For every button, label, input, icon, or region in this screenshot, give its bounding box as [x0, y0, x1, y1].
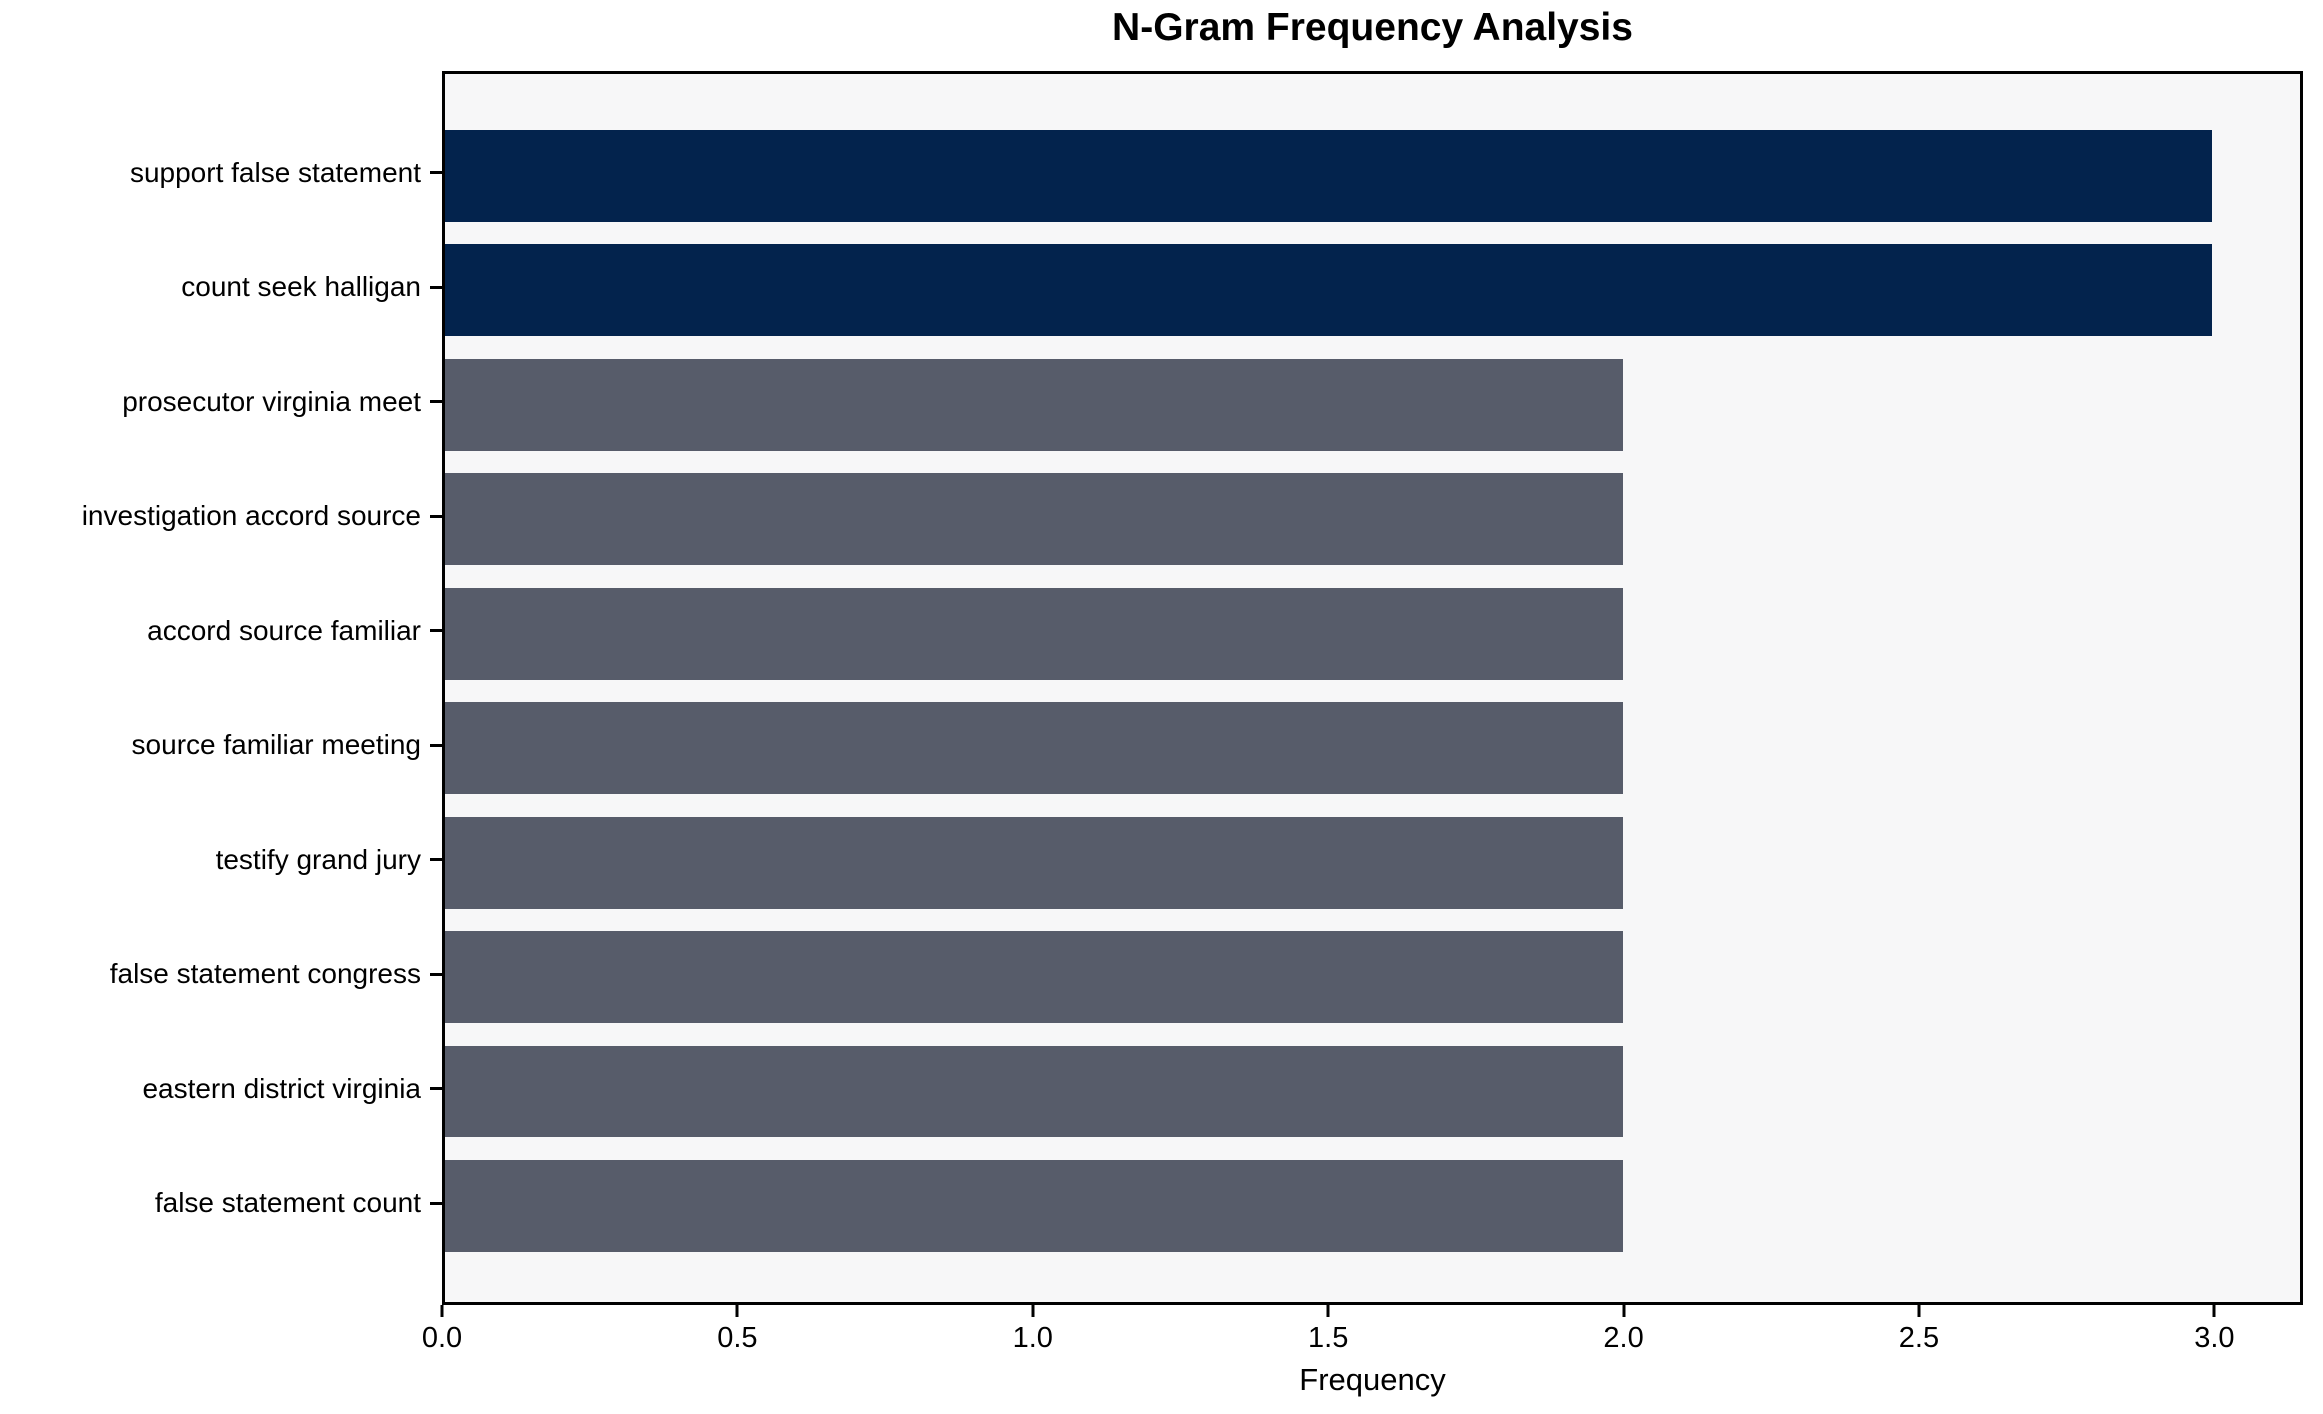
- y-tick-mark: [430, 285, 442, 289]
- bar-row: [445, 473, 2300, 566]
- y-tick-mark: [430, 858, 442, 862]
- x-tick-label: 1.5: [1308, 1322, 1349, 1354]
- y-label-row: testify grand jury: [0, 814, 442, 906]
- x-tick-mark: [2212, 1305, 2216, 1317]
- bar-row: [445, 358, 2300, 451]
- x-tick-label: 1.0: [1012, 1322, 1053, 1354]
- bar: [445, 931, 1623, 1023]
- bar: [445, 702, 1623, 795]
- bar-row: [445, 816, 2300, 909]
- y-axis-label: accord source familiar: [147, 614, 421, 646]
- x-tick-mark: [1031, 1305, 1035, 1317]
- y-label-row: support false statement: [0, 127, 442, 219]
- y-axis-label: eastern district virginia: [142, 1072, 421, 1104]
- y-tick-mark: [430, 171, 442, 175]
- bar: [445, 130, 2212, 222]
- y-tick-mark: [430, 400, 442, 404]
- y-axis-label: count seek halligan: [181, 271, 421, 303]
- y-axis-label: prosecutor virginia meet: [122, 385, 421, 417]
- chart-title: N-Gram Frequency Analysis: [1112, 6, 1633, 49]
- bar: [445, 587, 1623, 680]
- x-tick-mark: [1917, 1305, 1921, 1317]
- y-tick-mark: [430, 743, 442, 747]
- x-tick-label: 3.0: [2194, 1322, 2235, 1354]
- bar-row: [445, 1160, 2300, 1252]
- y-tick-mark: [430, 972, 442, 976]
- plot-area: [442, 71, 2303, 1305]
- y-label-row: false statement congress: [0, 928, 442, 1020]
- x-tick-mark: [1326, 1305, 1330, 1317]
- bar-row: [445, 244, 2300, 337]
- y-axis-label: support false statement: [129, 156, 421, 188]
- y-tick-mark: [430, 1201, 442, 1205]
- bar: [445, 1045, 1623, 1138]
- bar: [445, 358, 1623, 451]
- y-axis-label: false statement count: [154, 1187, 421, 1219]
- x-tick-label: 2.5: [1898, 1322, 1940, 1354]
- x-tick-mark: [1622, 1305, 1626, 1317]
- y-label-row: accord source familiar: [0, 585, 442, 677]
- y-label-row: source familiar meeting: [0, 699, 442, 791]
- y-tick-mark: [430, 1087, 442, 1091]
- y-tick-mark: [430, 629, 442, 633]
- bar: [445, 244, 2212, 337]
- bar-row: [445, 587, 2300, 680]
- bar-row: [445, 130, 2300, 222]
- y-axis-labels: support false statement count seek hallig…: [0, 71, 442, 1414]
- y-tick-mark: [430, 514, 442, 518]
- bar: [445, 473, 1623, 566]
- bar-row: [445, 931, 2300, 1023]
- x-axis-title: Frequency: [1299, 1362, 1446, 1397]
- y-label-row: eastern district virginia: [0, 1043, 442, 1135]
- bar: [445, 1160, 1623, 1252]
- bar: [445, 816, 1623, 909]
- y-axis-label: testify grand jury: [215, 843, 421, 875]
- x-tick-label: 2.0: [1603, 1322, 1644, 1354]
- y-axis-label: source familiar meeting: [131, 729, 421, 761]
- x-tick-mark: [735, 1305, 739, 1317]
- bar-row: [445, 702, 2300, 795]
- x-tick-label: 0.5: [717, 1322, 758, 1354]
- y-label-row: prosecutor virginia meet: [0, 356, 442, 448]
- bar-row: [445, 1045, 2300, 1138]
- y-label-row: investigation accord source: [0, 470, 442, 562]
- y-axis-label: investigation accord source: [81, 500, 421, 532]
- y-label-row: count seek halligan: [0, 241, 442, 333]
- y-axis-label: false statement congress: [109, 958, 421, 990]
- y-label-row: false statement count: [0, 1157, 442, 1249]
